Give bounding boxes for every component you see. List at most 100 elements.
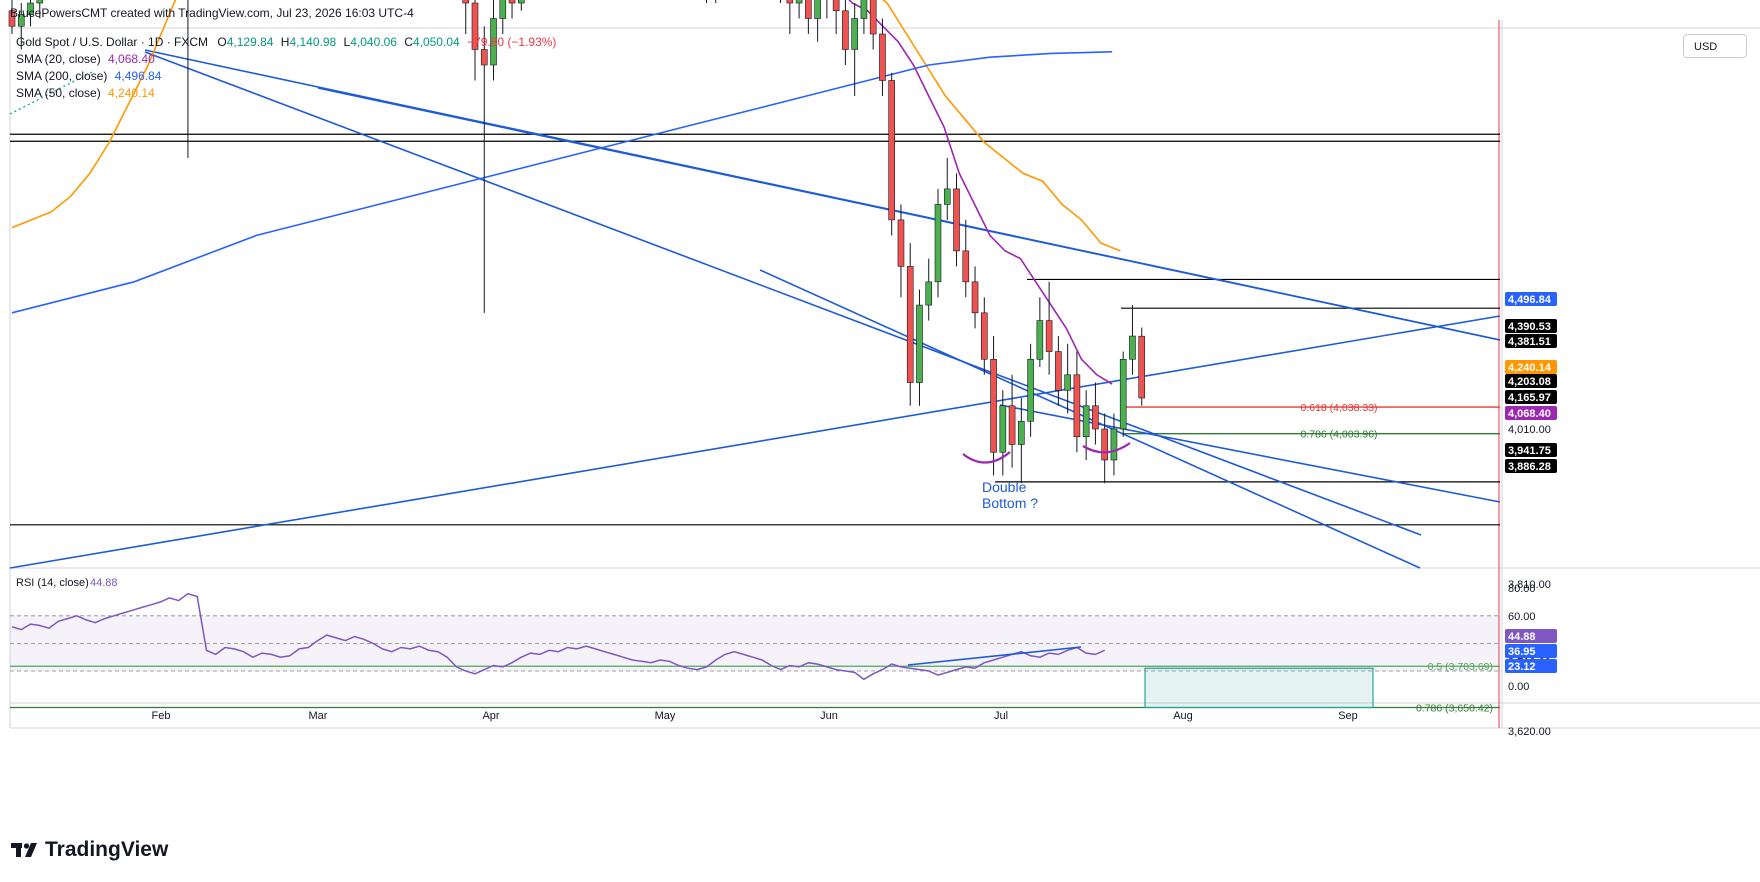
x-tick-label: Jun	[820, 710, 838, 722]
annotation-line2: Bottom ?	[982, 495, 1038, 511]
indicator-sma200[interactable]: SMA (200, close) 4,496.84	[16, 68, 556, 85]
candle-body	[1055, 351, 1062, 391]
price-label-bg	[1505, 390, 1557, 404]
candle-body	[480, 49, 488, 66]
ohlc-low: 4,040.06	[350, 35, 397, 49]
candle-body	[897, 219, 905, 267]
candle-body	[1082, 405, 1090, 438]
fib-level-label: 0.5 (3,703.69)	[1428, 661, 1493, 673]
candle-body	[499, 0, 507, 19]
rsi-label-bg	[1505, 629, 1557, 643]
candle-body	[490, 18, 497, 66]
ohlc-open-label: O	[217, 35, 227, 49]
fib-level-label: 0.786 (4,003.96)	[1300, 429, 1377, 441]
indicator-name: SMA (20, close)	[16, 52, 101, 66]
tradingview-logo-icon	[11, 840, 41, 860]
indicator-name: SMA (200, close)	[16, 69, 108, 83]
currency-selector[interactable]: USD	[1683, 34, 1747, 58]
candle-body	[953, 188, 960, 252]
price-label-bg	[1505, 374, 1557, 388]
rsi-tick-label: 60.00	[1508, 611, 1536, 623]
candle-body	[916, 304, 923, 383]
dotted-extension-line	[9, 71, 93, 115]
candle-body	[462, 0, 470, 4]
x-tick-label: Mar	[309, 710, 328, 722]
rsi-label-bg	[1505, 644, 1557, 658]
double-bottom-arc-right	[1082, 442, 1131, 454]
price-label: 4,381.51	[1508, 336, 1551, 348]
candle-body	[999, 405, 1007, 453]
candle-body	[508, 0, 516, 4]
candle-body	[1008, 405, 1016, 445]
x-tick-label: Aug	[1173, 710, 1193, 722]
publisher-line: BrucePowersCMT created with TradingView.…	[10, 6, 414, 20]
target-zone	[1144, 667, 1374, 709]
candle-body	[906, 266, 914, 383]
indicator-sma20[interactable]: SMA (20, close) 4,068.40	[16, 51, 556, 68]
symbol-row[interactable]: Gold Spot / U.S. Dollar · 1D · FXCM O4,1…	[16, 34, 556, 51]
fib-level-label: 0.618 (4,038.33)	[1300, 402, 1377, 414]
candle-body	[943, 188, 951, 205]
indicator-value: 4,496.84	[114, 69, 162, 83]
candle-body	[1092, 405, 1099, 430]
price-label: 4,496.84	[1508, 294, 1552, 306]
candle-body	[27, 2, 34, 15]
candle-body	[1045, 320, 1053, 352]
price-label-bg	[1505, 292, 1557, 306]
tradingview-logo[interactable]: TradingView	[11, 838, 168, 862]
trendline	[9, 315, 1501, 569]
price-label-bg	[1505, 360, 1557, 374]
ohlc-high-label: H	[280, 35, 290, 49]
price-label: 4,240.14	[1508, 362, 1552, 374]
rsi-tick-label: 80.00	[1508, 583, 1536, 595]
trendline	[317, 87, 1501, 341]
y-tick-label: 3,810.00	[1508, 579, 1551, 591]
candle-body	[980, 312, 988, 360]
price-label: 4,165.97	[1508, 392, 1551, 404]
candle-body	[851, 18, 858, 50]
indicator-value: 4,240.14	[108, 86, 155, 100]
price-label: 3,941.75	[1508, 445, 1551, 457]
rsi-value: 44.88	[90, 577, 118, 589]
candle-body	[869, 0, 877, 35]
candle-body	[971, 281, 979, 314]
x-tick-label: May	[655, 710, 676, 722]
candle-body	[8, 10, 16, 27]
indicator-name: SMA (50, close)	[16, 86, 101, 100]
candle-body	[1018, 420, 1025, 445]
sma200-line	[11, 51, 1113, 314]
price-label: 3,886.28	[1508, 461, 1551, 473]
sma50-line	[11, 0, 1121, 252]
price-label-bg	[1505, 443, 1557, 457]
rsi-price-label: 44.88	[1508, 631, 1536, 643]
x-tick-label: Jul	[994, 710, 1008, 722]
candle-body	[1110, 428, 1118, 461]
candle-body	[814, 0, 821, 19]
indicator-value: 4,068.40	[108, 52, 155, 66]
double-bottom-arc-left	[962, 451, 1011, 464]
candle-body	[925, 281, 933, 306]
x-tick-label: Sep	[1338, 710, 1358, 722]
fib-level-label: 0.786 (3,650.42)	[1416, 702, 1493, 714]
candle-body	[36, 0, 44, 4]
candle-body	[1101, 428, 1108, 461]
candle-body	[934, 204, 942, 283]
trendline	[759, 269, 1421, 569]
candle-body	[1138, 335, 1146, 399]
price-label-bg	[1505, 459, 1557, 473]
candle-body	[888, 80, 896, 221]
candle-body	[1129, 335, 1136, 360]
trendline	[144, 51, 1422, 536]
indicator-sma50[interactable]: SMA (50, close) 4,240.14	[16, 85, 556, 102]
candle-body	[879, 33, 886, 81]
price-label-bg	[1505, 319, 1557, 333]
candle-body	[962, 250, 970, 283]
candle-body	[860, 0, 868, 19]
price-label-bg	[1505, 334, 1557, 348]
rsi-title: RSI (14, close)	[16, 577, 89, 589]
candle-body	[832, 0, 840, 12]
rsi-line	[11, 592, 1106, 681]
chart-legend: Gold Spot / U.S. Dollar · 1D · FXCM O4,1…	[16, 34, 556, 102]
rsi-label-bg	[1505, 659, 1557, 673]
